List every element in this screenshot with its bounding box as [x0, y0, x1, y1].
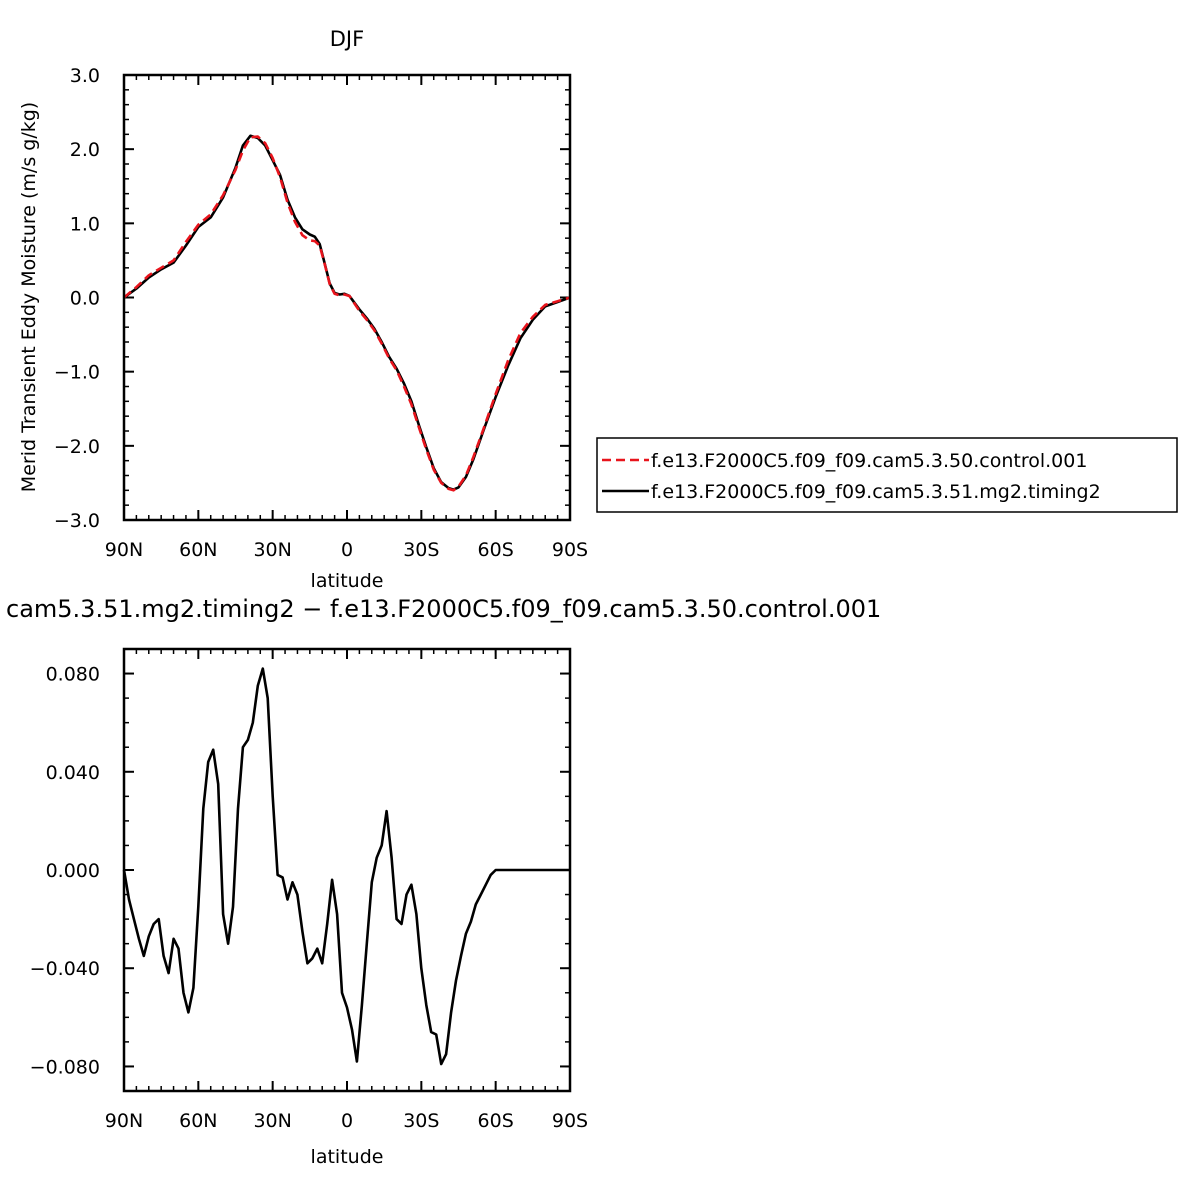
panel2-plot-area — [122, 667, 570, 1066]
panel2-xtick-label: 60S — [478, 1110, 514, 1132]
panel2-xtick-label: 0 — [341, 1110, 353, 1132]
panel2-xtick-label: 30N — [253, 1110, 291, 1132]
panel2-xlabel: latitude — [311, 1146, 384, 1168]
panel1-series-line-1 — [123, 134, 571, 491]
panel2-ytick-label: −0.080 — [30, 1056, 100, 1078]
panel2-xtick-label: 30S — [403, 1110, 439, 1132]
panel1-xtick-label: 90S — [552, 539, 588, 561]
panel2-title: cam5.3.51.mg2.timing2 − f.e13.F2000C5.f0… — [6, 595, 881, 623]
panel-djf: DJF Merid Transient Eddy Moisture (m/s g… — [18, 27, 588, 592]
panel2-frame — [122, 647, 572, 1093]
panel2-axes: 90N 60N 30N 0 30S 60S 90S −0.080 −0.040 0.000 0.04… — [30, 648, 588, 1132]
panel2-ytick-label: 0.040 — [46, 762, 100, 784]
panel1-ytick-label: 0.0 — [70, 288, 100, 310]
panel2-ytick-label: −0.040 — [30, 958, 100, 980]
panel1-axes: 90N 60N 30N 0 30S 60S 90S −3.0 −2.0 −1.0 0.0 1.0 2.0… — [54, 65, 588, 561]
panel1-ytick-label: −2.0 — [54, 436, 100, 458]
panel2-ytick-label: 0.080 — [46, 664, 100, 686]
panel2-series-line-0 — [122, 667, 570, 1066]
panel1-ytick-label: 1.0 — [70, 213, 100, 235]
panel1-ytick-label: 3.0 — [70, 65, 100, 87]
panel1-xtick-label: 30S — [403, 539, 439, 561]
panel1-xtick-label: 60S — [478, 539, 514, 561]
panel1-frame — [122, 73, 572, 522]
panel1-xlabel: latitude — [311, 570, 384, 592]
panel1-ytick-label: −3.0 — [54, 510, 100, 532]
panel1-xtick-label: 0 — [341, 539, 353, 561]
legend-label-timing2: f.e13.F2000C5.f09_f09.cam5.3.51.mg2.timi… — [651, 481, 1101, 503]
panel2-xtick-label: 90S — [552, 1110, 588, 1132]
panel1-ytick-label: 2.0 — [70, 139, 100, 161]
panel2-xtick-label: 60N — [179, 1110, 217, 1132]
panel1-series-line-0 — [123, 135, 571, 492]
panel1-plot-area — [123, 134, 571, 492]
panel2-ytick-label: 0.000 — [46, 860, 100, 882]
panel1-ytick-label: −1.0 — [54, 362, 100, 384]
legend-box — [596, 437, 1178, 513]
panel1-ylabel: Merid Transient Eddy Moisture (m/s g/kg) — [18, 102, 40, 492]
panel1-title: DJF — [330, 27, 364, 51]
panel1-xtick-label: 60N — [179, 539, 217, 561]
panel1-xtick-label: 90N — [105, 539, 143, 561]
legend: f.e13.F2000C5.f09_f09.cam5.3.50.control.… — [596, 437, 1178, 513]
legend-label-control: f.e13.F2000C5.f09_f09.cam5.3.50.control.… — [651, 450, 1087, 472]
panel-difference: cam5.3.51.mg2.timing2 − f.e13.F2000C5.f0… — [6, 595, 881, 1168]
panel2-xtick-label: 90N — [105, 1110, 143, 1132]
panel1-xtick-label: 30N — [253, 539, 291, 561]
